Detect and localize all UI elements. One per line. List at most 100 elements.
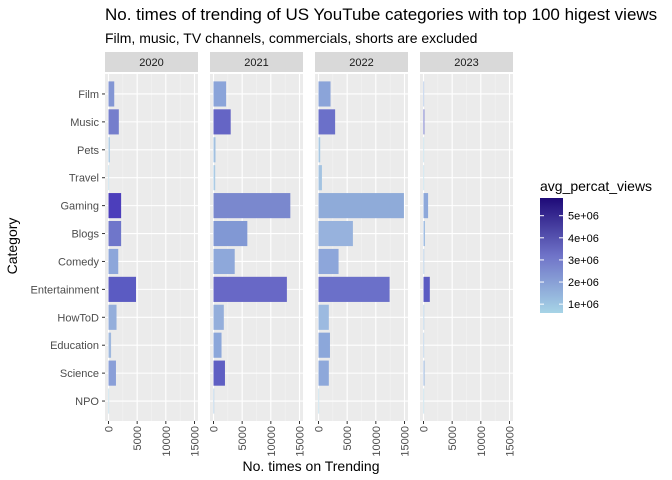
- bar-education-2023: [423, 332, 425, 358]
- bar-travel-2022: [318, 165, 322, 191]
- bar-music-2020: [108, 109, 119, 135]
- bar-npo-2021: [213, 388, 215, 414]
- bar-gaming-2022: [318, 193, 404, 219]
- bar-science-2022: [318, 360, 329, 386]
- bar-comedy-2022: [318, 248, 339, 275]
- bar-science-2020: [108, 360, 116, 386]
- bar-gaming-2021: [213, 193, 291, 219]
- bar-music-2023: [423, 109, 425, 135]
- y-tick-label: HowToD: [57, 312, 99, 324]
- facet-strip-label: 2023: [454, 57, 478, 69]
- x-tick-label: 10000: [266, 426, 278, 457]
- bar-gaming-2020: [108, 193, 122, 219]
- bar-blogs-2023: [423, 220, 425, 247]
- bar-education-2022: [318, 332, 330, 358]
- bar-pets-2022: [318, 137, 321, 163]
- bar-education-2021: [213, 332, 222, 358]
- x-tick-label: 10000: [161, 426, 173, 457]
- bar-comedy-2023: [423, 248, 425, 275]
- bar-travel-2020: [108, 165, 110, 191]
- x-tick-label: 0: [419, 426, 431, 432]
- y-tick-label: Entertainment: [31, 284, 99, 296]
- x-tick-label: 5000: [237, 426, 249, 450]
- x-axis-title: No. times on Trending: [243, 458, 380, 474]
- bar-travel-2021: [213, 165, 216, 191]
- bar-pets-2021: [213, 137, 216, 163]
- bar-howtod-2022: [318, 304, 329, 330]
- bar-film-2020: [108, 81, 115, 107]
- bar-music-2021: [213, 109, 231, 135]
- bar-music-2022: [318, 109, 336, 135]
- y-tick-label: NPO: [75, 396, 99, 408]
- bar-science-2023: [423, 360, 425, 386]
- facet-strip-label: 2020: [139, 57, 163, 69]
- x-tick-label: 15000: [190, 426, 202, 457]
- bar-npo-2023: [423, 388, 425, 414]
- bar-howtod-2020: [108, 304, 117, 330]
- facet-strip: [315, 52, 408, 72]
- bar-blogs-2021: [213, 220, 248, 247]
- bar-comedy-2020: [108, 248, 119, 275]
- bar-npo-2020: [108, 388, 110, 414]
- x-tick-label: 15000: [400, 426, 412, 457]
- bar-comedy-2021: [213, 248, 235, 275]
- bar-npo-2022: [318, 388, 320, 414]
- legend-label: 1e+06: [568, 299, 599, 311]
- x-tick-label: 15000: [295, 426, 307, 457]
- y-axis-title: Category: [4, 218, 20, 275]
- bar-entertainment-2020: [108, 276, 137, 302]
- legend-label: 3e+06: [568, 255, 599, 267]
- chart-subtitle: Film, music, TV channels, commercials, s…: [105, 30, 477, 46]
- bar-travel-2023: [423, 165, 425, 191]
- legend-label: 2e+06: [568, 277, 599, 289]
- y-tick-label: Science: [60, 368, 99, 380]
- x-tick-label: 0: [209, 426, 221, 432]
- facet-strip: [420, 52, 513, 72]
- facet-strip-label: 2021: [244, 57, 268, 69]
- x-tick-label: 0: [104, 426, 116, 432]
- facet-2021: 2021 0 5000 10000 15000: [209, 52, 307, 457]
- bar-entertainment-2023: [423, 276, 430, 302]
- x-tick-label: 10000: [476, 426, 488, 457]
- y-tick-label: Music: [70, 117, 99, 129]
- bar-science-2021: [213, 360, 225, 386]
- bar-howtod-2021: [213, 304, 224, 330]
- bar-gaming-2023: [423, 193, 429, 219]
- y-tick-label: Travel: [69, 173, 99, 185]
- bar-entertainment-2021: [213, 276, 287, 302]
- y-axis: NPO Science Education HowToD Entertainment Co…: [31, 89, 105, 408]
- facet-strip: [210, 52, 303, 72]
- x-tick-label: 5000: [132, 426, 144, 450]
- facet-strip-label: 2022: [349, 57, 373, 69]
- legend-label: 5e+06: [568, 211, 599, 223]
- chart-title: No. times of trending of US YouTube cate…: [105, 5, 657, 24]
- y-tick-label: Comedy: [58, 256, 99, 268]
- bar-film-2022: [318, 81, 331, 107]
- x-tick-label: 10000: [371, 426, 383, 457]
- y-tick-label: Pets: [77, 145, 100, 157]
- facet-2020: 2020 0 5000 10000 15000: [104, 52, 202, 457]
- y-tick-label: Blogs: [71, 229, 99, 241]
- legend-label: 4e+06: [568, 233, 599, 245]
- color-legend: avg_percat_views 5e+06 4e+06 3e+06 2e+06 1e+…: [540, 178, 652, 313]
- bar-education-2020: [108, 332, 112, 358]
- y-tick-label: Education: [50, 340, 99, 352]
- x-tick-label: 0: [314, 426, 326, 432]
- bar-blogs-2022: [318, 220, 353, 247]
- bar-film-2021: [213, 81, 227, 107]
- legend-title: avg_percat_views: [540, 178, 652, 194]
- bar-entertainment-2022: [318, 276, 390, 302]
- facet-strip: [105, 52, 198, 72]
- bar-blogs-2020: [108, 220, 122, 247]
- bar-film-2023: [423, 81, 425, 107]
- bar-pets-2020: [108, 137, 110, 163]
- bar-pets-2023: [423, 137, 425, 163]
- facet-2023: 2023 0 5000 10000 15000: [419, 52, 517, 457]
- x-tick-label: 5000: [447, 426, 459, 450]
- y-tick-label: Film: [78, 89, 99, 101]
- y-tick-label: Gaming: [60, 201, 99, 213]
- legend-colorbar: [540, 198, 563, 313]
- x-tick-label: 5000: [342, 426, 354, 450]
